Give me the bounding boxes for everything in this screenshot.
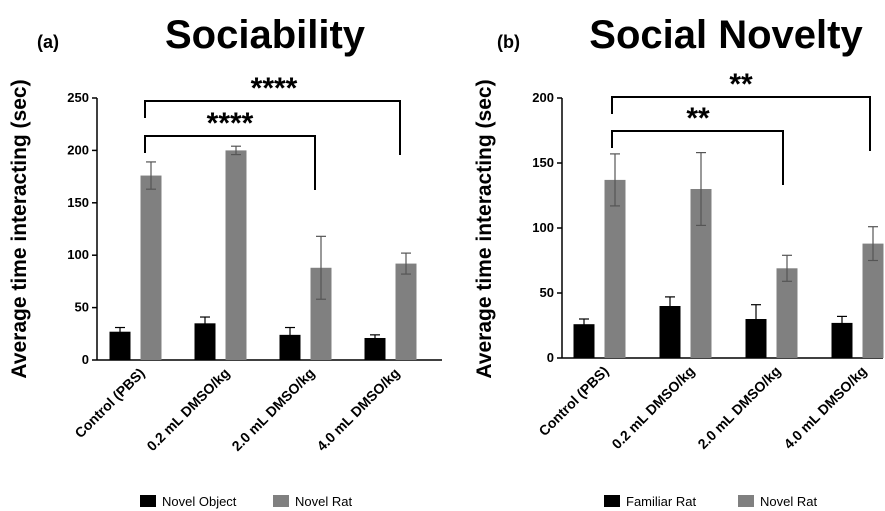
significance-label: **** — [207, 107, 254, 140]
bar — [279, 334, 301, 360]
x-tick-label: 4.0 mL DMSO/kg — [780, 363, 869, 452]
panel-label: (b) — [497, 32, 520, 52]
legend-label: Novel Rat — [760, 494, 817, 509]
panel-b: (b) Social Novelty Average time interactin… — [473, 13, 884, 509]
legend-label: Familiar Rat — [626, 494, 696, 509]
x-tick-label: Control (PBS) — [71, 365, 147, 441]
y-tick-label: 150 — [532, 155, 554, 170]
bar — [194, 323, 216, 360]
x-tick-label: 0.2 mL DMSO/kg — [143, 365, 232, 454]
bar — [310, 267, 332, 360]
bar — [225, 150, 247, 360]
y-axis-label: Average time interacting (sec) — [8, 79, 31, 378]
legend-swatch — [273, 495, 289, 507]
bar — [573, 324, 595, 358]
bar — [395, 263, 417, 360]
bar — [690, 189, 712, 358]
x-tick-label: Control (PBS) — [535, 363, 611, 439]
y-tick-label: 50 — [540, 285, 554, 300]
y-tick-label: 200 — [532, 90, 554, 105]
y-tick-label: 0 — [547, 350, 554, 365]
bar — [745, 319, 767, 358]
significance-bracket — [611, 130, 784, 185]
bar — [831, 322, 853, 358]
panel-a: (a) Sociability Average time interacting (… — [8, 13, 442, 509]
significance-label: **** — [251, 72, 298, 105]
bar — [776, 268, 798, 358]
bar — [364, 337, 386, 360]
y-tick-label: 150 — [67, 195, 89, 210]
significance-label: ** — [686, 102, 710, 135]
significance-bracket — [144, 135, 316, 190]
x-tick-label: 2.0 mL DMSO/kg — [694, 363, 783, 452]
bar — [604, 179, 626, 358]
panel-label: (a) — [37, 32, 59, 52]
y-tick-label: 100 — [67, 247, 89, 262]
x-tick-label: 2.0 mL DMSO/kg — [228, 365, 317, 454]
y-tick-label: 50 — [75, 300, 89, 315]
significance-bracket — [144, 100, 401, 155]
y-axis-label: Average time interacting (sec) — [473, 79, 496, 378]
y-tick-label: 200 — [67, 142, 89, 157]
significance-label: ** — [729, 68, 753, 101]
legend-swatch — [604, 495, 620, 507]
legend-swatch — [140, 495, 156, 507]
significance-bracket — [611, 96, 871, 151]
bar — [140, 175, 162, 360]
y-tick-label: 100 — [532, 220, 554, 235]
bar — [659, 306, 681, 358]
x-tick-label: 0.2 mL DMSO/kg — [608, 363, 697, 452]
y-tick-label: 0 — [82, 352, 89, 367]
chart-title: Social Novelty — [589, 13, 863, 57]
legend-swatch — [738, 495, 754, 507]
x-tick-label: 4.0 mL DMSO/kg — [313, 365, 402, 454]
chart-title: Sociability — [165, 13, 366, 57]
bar — [862, 243, 884, 358]
legend-label: Novel Object — [162, 494, 237, 509]
bar — [109, 331, 131, 360]
legend-label: Novel Rat — [295, 494, 352, 509]
y-tick-label: 250 — [67, 90, 89, 105]
